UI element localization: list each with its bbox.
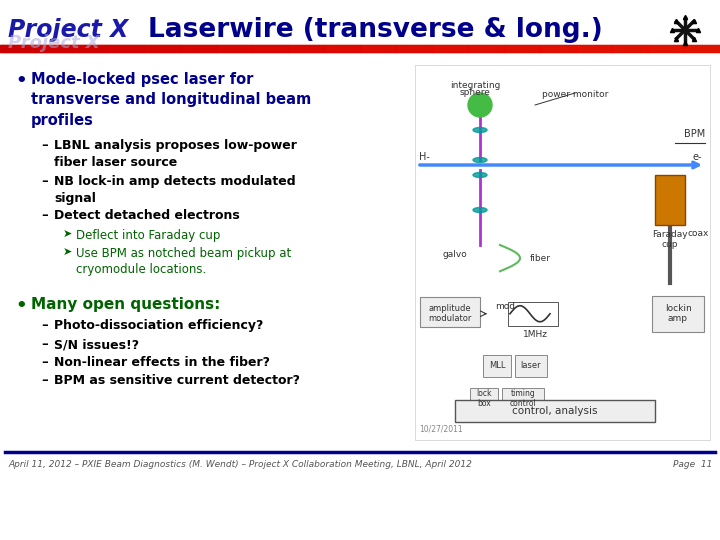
Bar	[420, 297, 480, 327]
Text: coax: coax	[687, 230, 708, 238]
Text: mod: mod	[495, 302, 515, 310]
Text: control, analysis: control, analysis	[512, 406, 598, 416]
Text: •: •	[15, 297, 27, 315]
Circle shape	[468, 93, 492, 117]
Text: Detect detached electrons: Detect detached electrons	[54, 209, 240, 222]
Text: –: –	[41, 319, 48, 332]
Text: Page  11: Page 11	[672, 460, 712, 469]
Text: Photo-dissociation efficiency?: Photo-dissociation efficiency?	[54, 319, 264, 332]
Bar	[36, 45, 72, 52]
Text: lock
box: lock box	[476, 389, 492, 408]
Bar	[144, 45, 180, 52]
Text: Laserwire (transverse & long.): Laserwire (transverse & long.)	[148, 17, 603, 43]
Text: power monitor: power monitor	[542, 90, 608, 99]
Ellipse shape	[473, 127, 487, 132]
Text: H-: H-	[419, 152, 430, 162]
Text: –: –	[41, 374, 48, 387]
Text: BPM as sensitive current detector?: BPM as sensitive current detector?	[54, 374, 300, 387]
Bar	[396, 45, 432, 52]
Text: Faraday
cup: Faraday cup	[652, 230, 688, 249]
Bar	[0, 45, 720, 52]
Text: lockin
amp: lockin amp	[665, 304, 691, 323]
Bar	[324, 45, 360, 52]
Text: BPM: BPM	[684, 129, 705, 139]
Text: Non-linear effects in the fiber?: Non-linear effects in the fiber?	[54, 356, 270, 369]
Ellipse shape	[473, 207, 487, 213]
Bar	[508, 302, 558, 326]
Text: ➤: ➤	[63, 247, 73, 257]
Text: LBNL analysis proposes low-power
fiber laser source: LBNL analysis proposes low-power fiber l…	[54, 139, 297, 169]
Text: –: –	[41, 356, 48, 369]
Bar	[415, 65, 710, 440]
Bar	[252, 45, 288, 52]
Text: 10/27/2011: 10/27/2011	[419, 425, 463, 434]
Text: NB lock-in amp detects modulated
signal: NB lock-in amp detects modulated signal	[54, 175, 296, 205]
Text: fiber: fiber	[530, 254, 551, 262]
Text: S/N issues!?: S/N issues!?	[54, 338, 139, 351]
Bar	[470, 388, 498, 409]
Text: Project X: Project X	[8, 18, 128, 42]
Text: –: –	[41, 338, 48, 351]
Text: Mode-locked psec laser for
transverse and longitudinal beam
profiles: Mode-locked psec laser for transverse an…	[31, 72, 311, 128]
Bar	[648, 45, 684, 52]
Text: sphere: sphere	[459, 88, 490, 97]
Bar	[502, 388, 544, 409]
Text: Deflect into Faraday cup: Deflect into Faraday cup	[76, 229, 220, 242]
Text: 1MHz: 1MHz	[523, 330, 547, 339]
Ellipse shape	[473, 158, 487, 163]
Bar	[515, 355, 547, 377]
Bar	[72, 45, 108, 52]
Text: e-: e-	[693, 152, 702, 162]
Text: laser: laser	[521, 361, 541, 369]
Text: MLL: MLL	[489, 361, 505, 369]
Text: Project X: Project X	[8, 34, 100, 52]
Bar	[0, 45, 36, 52]
Text: Many open questions:: Many open questions:	[31, 297, 220, 312]
Ellipse shape	[473, 172, 487, 178]
Text: –: –	[41, 209, 48, 222]
Bar	[288, 45, 324, 52]
Bar	[612, 45, 648, 52]
Bar	[576, 45, 612, 52]
Bar	[432, 45, 468, 52]
Bar	[540, 45, 576, 52]
Bar	[652, 296, 704, 332]
Bar	[180, 45, 216, 52]
Bar	[468, 45, 504, 52]
Bar	[483, 355, 511, 377]
Text: –: –	[41, 139, 48, 152]
Bar	[216, 45, 252, 52]
Bar	[360, 45, 396, 52]
Bar	[0, 45, 720, 52]
Text: April 11, 2012 – PXIE Beam Diagnostics (M. Wendt) – Project X Collaboration Meet: April 11, 2012 – PXIE Beam Diagnostics (…	[8, 460, 472, 469]
Text: timing
control: timing control	[510, 389, 536, 408]
Text: •: •	[15, 72, 27, 90]
Bar	[504, 45, 540, 52]
Text: Use BPM as notched beam pickup at
cryomodule locations.: Use BPM as notched beam pickup at cryomo…	[76, 247, 292, 276]
Bar	[108, 45, 144, 52]
Bar	[455, 400, 655, 422]
Text: ➤: ➤	[63, 229, 73, 239]
Text: galvo: galvo	[443, 250, 467, 259]
Bar	[684, 45, 720, 52]
Text: –: –	[41, 175, 48, 188]
Bar	[655, 175, 685, 225]
Text: integrating: integrating	[450, 81, 500, 90]
Text: amplitude
modulator: amplitude modulator	[428, 304, 472, 323]
